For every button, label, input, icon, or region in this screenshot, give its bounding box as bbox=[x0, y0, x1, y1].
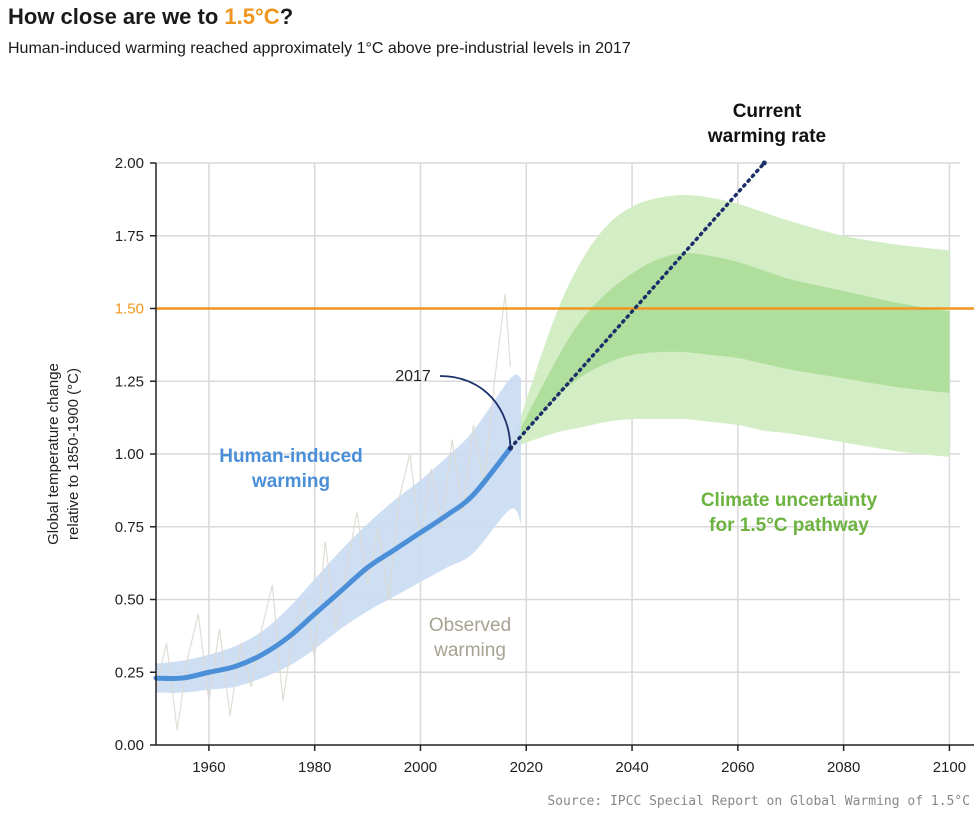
uncertainty-label-line2: for 1.5°C pathway bbox=[709, 515, 869, 536]
y-tick-label: 1.75 bbox=[115, 228, 144, 245]
y-tick-label: 0.50 bbox=[115, 592, 144, 609]
annotation-2017-point bbox=[507, 445, 513, 451]
x-tick-label: 2080 bbox=[827, 759, 860, 776]
y-tick-label: 0.25 bbox=[115, 664, 144, 681]
chart-title: How close are we to 1.5°C? bbox=[8, 4, 293, 30]
current-rate-label-line1: Current bbox=[733, 101, 802, 122]
pathway-inner-band bbox=[510, 253, 950, 449]
annotation-2017-arrow bbox=[439, 375, 512, 449]
human-warming-label-line1: Human-induced bbox=[219, 446, 363, 467]
source-note: Source: IPCC Special Report on Global Wa… bbox=[547, 794, 970, 809]
observed-warming-line bbox=[155, 293, 511, 731]
human-warming-line bbox=[153, 445, 513, 681]
y-tick-label: 2.00 bbox=[115, 155, 144, 172]
y-tick-label: 1.25 bbox=[115, 373, 144, 390]
x-tick-label: 1960 bbox=[192, 759, 225, 776]
x-tick-label: 1980 bbox=[298, 759, 331, 776]
uncertainty-label-line1: Climate uncertainty bbox=[701, 490, 878, 511]
y-tick-label: 1.00 bbox=[115, 446, 144, 463]
title-suffix: ? bbox=[279, 4, 294, 29]
observed-warming-label-line1: Observed bbox=[429, 615, 511, 636]
y-tick-label: 0.00 bbox=[115, 737, 144, 754]
x-tick-label: 2060 bbox=[721, 759, 754, 776]
x-tick-label: 2100 bbox=[933, 759, 966, 776]
human-warming-label-line2: warming bbox=[251, 471, 330, 492]
title-prefix: How close are we to bbox=[8, 4, 225, 29]
current-rate-endpoint bbox=[761, 160, 767, 166]
x-tick-label: 2000 bbox=[404, 759, 437, 776]
y-axis-label: Global temperature change bbox=[45, 363, 62, 545]
x-tick-label: 2020 bbox=[510, 759, 543, 776]
current-rate-line bbox=[508, 161, 767, 450]
human-uncertainty-band bbox=[156, 374, 521, 693]
x-tick-label: 2040 bbox=[615, 759, 648, 776]
title-highlight: 1.5°C bbox=[224, 4, 280, 29]
annotation-2017: 2017 bbox=[395, 368, 431, 385]
y-axis-label-line2: relative to 1850-1900 (°C) bbox=[65, 368, 82, 540]
y-tick-label: 0.75 bbox=[115, 519, 144, 536]
current-rate-label-line2: warming rate bbox=[707, 126, 826, 147]
chart-subtitle: Human-induced warming reached approximat… bbox=[8, 40, 631, 57]
observed-warming-label-line2: warming bbox=[433, 640, 506, 661]
y-tick-label: 1.50 bbox=[115, 301, 144, 318]
